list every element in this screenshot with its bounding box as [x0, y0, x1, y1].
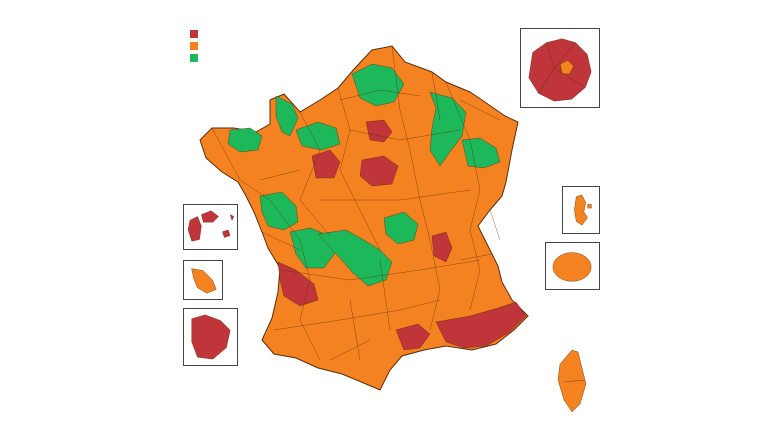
- red-region-gironde: [277, 261, 319, 307]
- department-border: [339, 89, 381, 101]
- department-border: [299, 199, 331, 237]
- legend-swatch-red: [190, 30, 198, 38]
- inset-guyane: [183, 308, 238, 366]
- department-border: [239, 179, 271, 201]
- green-region-manche: [275, 95, 299, 137]
- department-border: [329, 339, 371, 361]
- department-border: [429, 239, 441, 291]
- department-border: [379, 89, 421, 97]
- green-region-meuse-vosges: [461, 137, 501, 169]
- department-border: [349, 129, 401, 141]
- department-border: [337, 87, 351, 131]
- department-border: [211, 127, 241, 181]
- department-border: [349, 299, 361, 361]
- green-region-calvados-orne: [295, 121, 341, 151]
- department-border: [273, 319, 341, 331]
- department-border: [299, 279, 311, 321]
- department-border: [469, 139, 481, 191]
- department-border: [279, 269, 351, 281]
- red-region-rhone: [431, 231, 453, 263]
- department-border: [445, 81, 471, 141]
- red-region-loiret: [359, 155, 399, 187]
- green-region-cotes-darmor: [227, 127, 263, 153]
- department-border: [299, 149, 321, 201]
- red-region-provence: [435, 301, 527, 349]
- department-border: [409, 149, 421, 201]
- department-border: [419, 259, 481, 271]
- department-border: [259, 169, 301, 181]
- department-border: [399, 109, 411, 151]
- department-border: [489, 209, 501, 241]
- department-border: [299, 111, 321, 151]
- department-border: [339, 129, 351, 171]
- department-border: [419, 199, 431, 241]
- department-borders: [211, 45, 501, 361]
- inset-mayotte: [562, 186, 600, 234]
- department-border: [429, 289, 441, 331]
- department-border: [379, 259, 391, 331]
- department-border: [269, 199, 301, 241]
- department-border: [469, 189, 481, 231]
- department-border: [299, 319, 321, 361]
- green-region-vienne-indre: [317, 229, 393, 287]
- department-border: [399, 299, 441, 311]
- inset-paris-region: [520, 28, 600, 108]
- red-region-val-doise: [365, 119, 393, 143]
- inset-reunion: [545, 242, 600, 290]
- legend-swatch-orange: [190, 42, 198, 50]
- department-border: [469, 229, 481, 271]
- department-border: [459, 99, 501, 121]
- department-border: [261, 231, 301, 251]
- department-border: [391, 45, 401, 111]
- red-region-sarthe: [311, 149, 341, 179]
- green-region-nievre: [383, 211, 419, 245]
- department-border: [359, 209, 381, 251]
- legend-swatch-green: [190, 54, 198, 62]
- department-border: [459, 253, 493, 261]
- green-region-marne-ardennes: [429, 91, 467, 167]
- department-border: [399, 189, 471, 201]
- red-region-herault-gard: [395, 323, 431, 351]
- inset-guadeloupe: [183, 204, 238, 250]
- department-border: [469, 269, 481, 311]
- department-border: [399, 129, 461, 141]
- department-border: [431, 71, 441, 121]
- department-border: [339, 309, 401, 321]
- department-border: [339, 169, 361, 211]
- department-border: [299, 239, 311, 281]
- inset-martinique: [183, 260, 223, 300]
- green-region-vendee: [259, 191, 299, 231]
- department-border: [349, 269, 421, 281]
